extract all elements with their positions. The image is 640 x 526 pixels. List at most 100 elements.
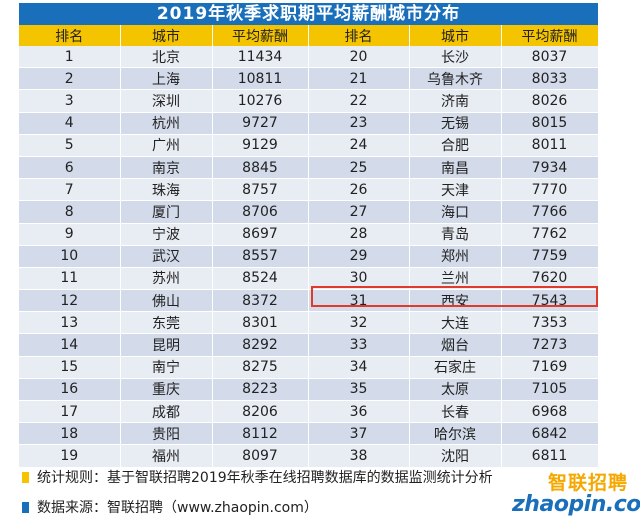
header-salary: 平均薪酬 (212, 25, 309, 46)
cell-rank: 37 (308, 422, 410, 446)
cell-salary: 8206 (212, 400, 309, 424)
cell-rank: 29 (308, 245, 410, 268)
cell-salary: 11434 (212, 46, 309, 69)
footnote-source: 数据来源：智联招聘（www.zhaopin.com） (22, 497, 318, 517)
cell-salary: 7770 (501, 178, 599, 202)
footnote-rule: 统计规则：基于智联招聘2019年秋季在线招聘数据库的数据监测统计分析 (22, 467, 493, 487)
cell-rank: 24 (308, 134, 410, 157)
cell-salary: 7620 (501, 267, 599, 291)
cell-rank: 35 (308, 378, 410, 402)
cell-city: 郑州 (409, 245, 502, 268)
cell-city: 天津 (409, 178, 502, 202)
cell-rank: 21 (308, 67, 410, 91)
table-row: 10 武汉 8557 29 郑州 7759 (19, 245, 599, 268)
cell-rank: 14 (19, 333, 121, 357)
table-row: 6 南京 8845 25 南昌 7934 (19, 156, 599, 180)
cell-city: 青岛 (409, 223, 502, 246)
header-rank: 排名 (308, 25, 410, 46)
cell-salary: 9129 (212, 134, 309, 157)
table-row: 3 深圳 10276 22 济南 8026 (19, 89, 599, 113)
cell-salary: 6842 (501, 422, 599, 446)
cell-salary: 8845 (212, 156, 309, 180)
table-row: 19 福州 8097 38 沈阳 6811 (19, 444, 599, 468)
cell-rank: 3 (19, 89, 121, 113)
cell-city: 珠海 (120, 178, 213, 202)
cell-city: 哈尔滨 (409, 422, 502, 446)
logo-en-text: zhaopin.com (512, 492, 640, 517)
logo-cn-text: 智联招聘 (547, 472, 628, 494)
cell-rank: 19 (19, 444, 121, 468)
footnote-source-text: 数据来源：智联招聘（www.zhaopin.com） (37, 500, 318, 516)
cell-rank: 28 (308, 223, 410, 246)
table-row: 12 佛山 8372 31 西安 7543 (19, 289, 599, 313)
cell-city: 长春 (409, 400, 502, 424)
cell-city: 烟台 (409, 333, 502, 357)
cell-rank: 15 (19, 356, 121, 379)
cell-rank: 20 (308, 46, 410, 69)
cell-rank: 18 (19, 422, 121, 446)
table-body: 1 北京 11434 20 长沙 8037 2 上海 10811 21 乌鲁木齐 8033 3 深圳 102… (19, 46, 599, 468)
cell-salary: 8112 (212, 422, 309, 446)
cell-salary: 8015 (501, 112, 599, 135)
cell-city: 昆明 (120, 333, 213, 357)
cell-rank: 11 (19, 267, 121, 291)
table-row: 17 成都 8206 36 长春 6968 (19, 400, 599, 424)
cell-salary: 10811 (212, 67, 309, 91)
table-row: 2 上海 10811 21 乌鲁木齐 8033 (19, 67, 599, 91)
cell-salary: 7543 (501, 289, 599, 313)
cell-city: 苏州 (120, 267, 213, 291)
table-row: 18 贵阳 8112 37 哈尔滨 6842 (19, 422, 599, 446)
cell-salary: 6811 (501, 444, 599, 468)
cell-city: 重庆 (120, 378, 213, 402)
header-city: 城市 (120, 25, 213, 46)
cell-salary: 8301 (212, 311, 309, 335)
cell-city: 成都 (120, 400, 213, 424)
cell-salary: 7759 (501, 245, 599, 268)
salary-table: 排名 城市 平均薪酬 排名 城市 平均薪酬 1 北京 11434 20 长沙 8037 2 上… (19, 25, 599, 468)
cell-city: 南京 (120, 156, 213, 180)
cell-rank: 38 (308, 444, 410, 468)
cell-salary: 10276 (212, 89, 309, 113)
cell-city: 杭州 (120, 112, 213, 135)
cell-city: 上海 (120, 67, 213, 91)
cell-salary: 8524 (212, 267, 309, 291)
cell-city: 佛山 (120, 289, 213, 313)
cell-rank: 10 (19, 245, 121, 268)
cell-city: 东莞 (120, 311, 213, 335)
cell-city: 武汉 (120, 245, 213, 268)
cell-rank: 25 (308, 156, 410, 180)
cell-city: 太原 (409, 378, 502, 402)
cell-city: 贵阳 (120, 422, 213, 446)
cell-salary: 7169 (501, 356, 599, 379)
cell-rank: 6 (19, 156, 121, 180)
cell-rank: 8 (19, 200, 121, 224)
cell-city: 合肥 (409, 134, 502, 157)
cell-rank: 1 (19, 46, 121, 69)
cell-rank: 22 (308, 89, 410, 113)
cell-salary: 8223 (212, 378, 309, 402)
table-row: 7 珠海 8757 26 天津 7770 (19, 178, 599, 202)
table-row: 15 南宁 8275 34 石家庄 7169 (19, 356, 599, 379)
table-row: 9 宁波 8697 28 青岛 7762 (19, 223, 599, 246)
table-row: 5 广州 9129 24 合肥 8011 (19, 134, 599, 157)
table-row: 1 北京 11434 20 长沙 8037 (19, 46, 599, 69)
cell-salary: 9727 (212, 112, 309, 135)
cell-salary: 8033 (501, 67, 599, 91)
cell-rank: 34 (308, 356, 410, 379)
cell-city: 济南 (409, 89, 502, 113)
cell-salary: 7273 (501, 333, 599, 357)
cell-salary: 8757 (212, 178, 309, 202)
bullet-icon (22, 501, 29, 513)
cell-city: 沈阳 (409, 444, 502, 468)
cell-salary: 8372 (212, 289, 309, 313)
cell-salary: 8037 (501, 46, 599, 69)
cell-city: 宁波 (120, 223, 213, 246)
table-header-row: 排名 城市 平均薪酬 排名 城市 平均薪酬 (19, 25, 599, 46)
cell-rank: 7 (19, 178, 121, 202)
cell-city: 北京 (120, 46, 213, 69)
cell-city: 南宁 (120, 356, 213, 379)
cell-salary: 7762 (501, 223, 599, 246)
cell-salary: 8011 (501, 134, 599, 157)
cell-rank: 2 (19, 67, 121, 91)
cell-city: 南昌 (409, 156, 502, 180)
